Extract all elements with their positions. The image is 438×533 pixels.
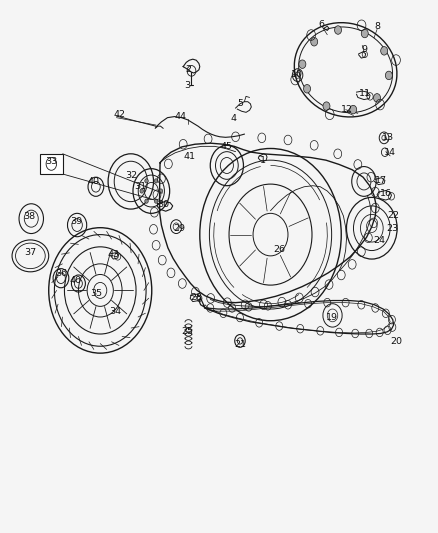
Circle shape: [361, 29, 368, 38]
Text: 2: 2: [185, 66, 191, 74]
Text: 42: 42: [113, 110, 125, 119]
Text: 13: 13: [382, 133, 395, 142]
Circle shape: [145, 199, 148, 203]
Text: 43: 43: [107, 251, 120, 260]
Circle shape: [304, 85, 311, 93]
Text: 14: 14: [384, 148, 396, 157]
Text: 5: 5: [237, 99, 243, 108]
Circle shape: [311, 37, 318, 46]
Text: 34: 34: [109, 306, 121, 316]
Text: 17: 17: [375, 176, 388, 185]
Circle shape: [350, 106, 357, 114]
Circle shape: [374, 94, 381, 102]
Text: 24: 24: [374, 237, 386, 246]
Text: 40: 40: [70, 276, 82, 285]
Text: 33: 33: [45, 157, 57, 166]
Circle shape: [145, 179, 148, 183]
Circle shape: [299, 60, 306, 68]
Text: 12: 12: [340, 104, 353, 114]
Text: 44: 44: [175, 112, 187, 121]
Text: 8: 8: [374, 22, 380, 31]
Text: 3: 3: [184, 81, 191, 90]
Bar: [40, 154, 63, 174]
Circle shape: [335, 26, 342, 34]
Text: 1: 1: [260, 156, 266, 165]
Text: 40: 40: [87, 177, 99, 186]
Text: 16: 16: [380, 189, 392, 198]
Text: 30: 30: [157, 200, 169, 209]
Circle shape: [323, 102, 330, 110]
Circle shape: [159, 189, 162, 193]
Text: 9: 9: [361, 45, 367, 54]
Circle shape: [140, 189, 144, 193]
Text: 31: 31: [134, 182, 146, 191]
Text: 45: 45: [221, 142, 233, 151]
Text: 6: 6: [318, 20, 325, 29]
Circle shape: [154, 179, 158, 183]
Text: 26: 26: [273, 245, 285, 254]
Text: 35: 35: [90, 288, 102, 297]
Text: 21: 21: [234, 340, 246, 349]
Text: 11: 11: [359, 88, 371, 98]
Text: 25: 25: [182, 327, 194, 336]
Text: 22: 22: [388, 211, 399, 220]
Circle shape: [154, 199, 158, 203]
Text: 20: 20: [390, 337, 402, 346]
Text: 36: 36: [55, 270, 67, 278]
Text: 10: 10: [291, 70, 303, 78]
Text: 4: 4: [230, 114, 237, 123]
Text: 37: 37: [25, 248, 36, 257]
Text: 19: 19: [325, 312, 338, 321]
Text: 29: 29: [173, 224, 185, 233]
Text: 32: 32: [125, 171, 137, 180]
Text: 38: 38: [23, 212, 35, 221]
Text: 28: 28: [190, 293, 202, 302]
Text: 41: 41: [184, 152, 195, 161]
Circle shape: [385, 71, 392, 79]
Text: 39: 39: [70, 217, 82, 226]
Circle shape: [381, 46, 388, 55]
Text: 23: 23: [387, 224, 399, 233]
